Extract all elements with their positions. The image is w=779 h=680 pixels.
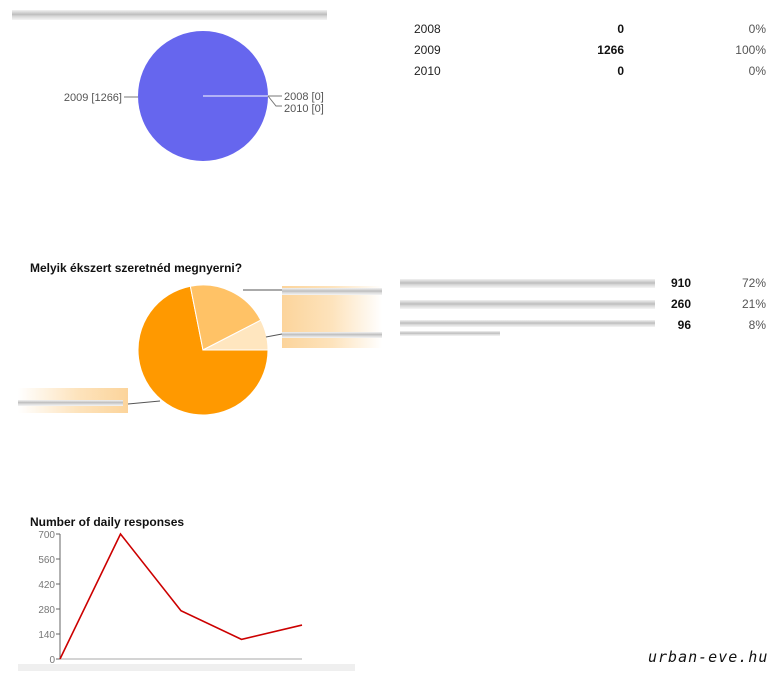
y-tick-label: 420 [38, 580, 55, 591]
redacted-row-3a [400, 320, 655, 327]
table-row: 2008 0 0% [414, 18, 766, 39]
y-tick-label: 700 [38, 530, 55, 541]
chart2-title: Melyik ékszert szeretnéd megnyerni? [30, 261, 243, 275]
row-count: 260 [670, 296, 691, 311]
y-tick-label: 560 [38, 555, 55, 566]
row-label: 2008 [414, 21, 441, 36]
pie1-label-right-bottom: 2010 [0] [284, 103, 324, 115]
redacted-label-mid-right-text [282, 332, 382, 338]
row-percent: 100% [735, 42, 766, 57]
y-tick-label: 280 [38, 605, 55, 616]
redacted-label-top-right-text [282, 288, 382, 295]
redacted-label-bottom-left-text [18, 400, 123, 406]
row-percent: 8% [748, 317, 766, 332]
pie1-label-left: 2009 [1266] [64, 92, 122, 104]
table-row: 96 8% [655, 314, 766, 335]
redacted-row-1 [400, 279, 655, 288]
y-tick-label: 0 [49, 655, 55, 666]
row-percent: 0% [748, 63, 766, 78]
chart3-bottom-shadow [18, 664, 355, 671]
row-count: 910 [670, 275, 691, 290]
y-tick-label: 140 [38, 630, 55, 641]
pie-slice-2 [202, 319, 269, 351]
pie2-table: 910 72% 260 21% 96 8% [655, 272, 766, 335]
row-percent: 72% [741, 275, 766, 290]
table-row: 260 21% [655, 293, 766, 314]
watermark: urban-eve.hu [648, 648, 769, 666]
row-count: 0 [617, 63, 624, 78]
pie1-table: 2008 0 0% 2009 1266 100% 2010 0 0% [414, 18, 766, 81]
row-percent: 21% [741, 296, 766, 311]
redacted-row-3b [400, 331, 500, 336]
table-row: 2009 1266 100% [414, 39, 766, 60]
pie2-leader-bottom [127, 400, 161, 405]
redacted-title-1 [12, 10, 327, 20]
row-count: 1266 [597, 42, 624, 57]
row-label: 2009 [414, 42, 441, 57]
table-row: 2010 0 0% [414, 60, 766, 81]
pie1-label-right-top: 2008 [0] [284, 91, 324, 103]
pie2-leader-mid [265, 333, 283, 338]
table-row: 910 72% [655, 272, 766, 293]
chart3-title: Number of daily responses [30, 515, 185, 529]
pie-slice-0 [137, 285, 269, 416]
redacted-row-2 [400, 300, 655, 309]
row-count: 96 [677, 317, 691, 332]
pie1-leader-right-2 [267, 95, 282, 107]
row-percent: 0% [748, 21, 766, 36]
row-label: 2010 [414, 63, 441, 78]
pie-slice-1 [189, 284, 262, 351]
series-line [59, 532, 303, 660]
row-count: 0 [617, 21, 624, 36]
